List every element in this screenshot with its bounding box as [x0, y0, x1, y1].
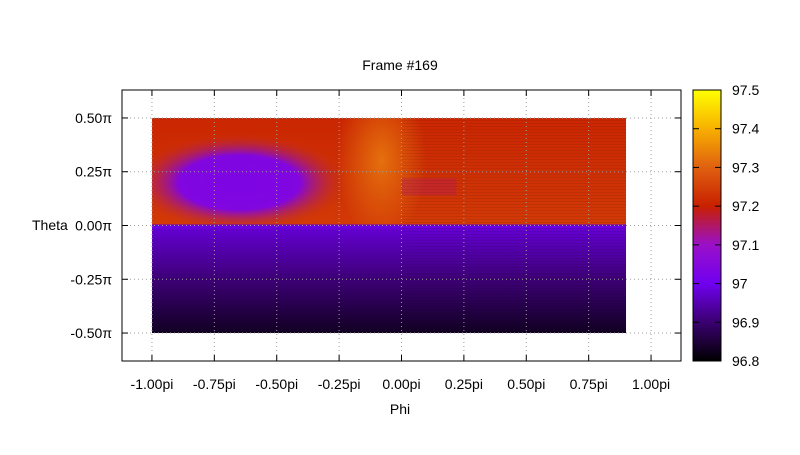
x-tick-label: 0.00pi [382, 376, 420, 392]
colorbar-tick-label: 97 [732, 276, 748, 292]
y-tick-label: -0.25π [70, 271, 112, 287]
x-tick-label: 1.00pi [632, 376, 670, 392]
x-tick-label: -0.75pi [193, 376, 236, 392]
x-tick-label: -0.50pi [255, 376, 298, 392]
colorbar-ticks: 96.8 96.9 97 97.1 97.2 97.3 97.4 97.5 [693, 82, 759, 369]
x-tick-label: 0.75pi [570, 376, 608, 392]
x-axis-label: Phi [390, 401, 410, 417]
heatmap-right-striping [401, 117, 627, 334]
heatmap-cool-blob [151, 133, 350, 232]
colorbar-tick-label: 97.5 [732, 82, 759, 98]
heatmap-equator-band [151, 224, 627, 229]
x-tick-label: -0.25pi [318, 376, 361, 392]
y-tick-label: 0.50π [75, 110, 112, 126]
colorbar-tick-label: 97.4 [732, 121, 759, 137]
y-tick-label: -0.50π [70, 325, 112, 341]
x-tick-label: -1.00pi [131, 376, 174, 392]
y-axis-ticks: 0.50π 0.25π 0.00π -0.25π -0.50π [70, 110, 681, 341]
colorbar [692, 89, 722, 362]
colorbar-tick-label: 96.8 [732, 353, 759, 369]
x-tick-label: 0.25pi [445, 376, 483, 392]
heatmap-surface [151, 117, 627, 334]
x-axis-ticks: -1.00pi -0.75pi -0.50pi -0.25pi 0.00pi 0.25pi… [131, 90, 670, 392]
colorbar-tick-label: 97.3 [732, 159, 759, 175]
chart-title: Frame #169 [362, 57, 438, 73]
y-axis-label: Theta [32, 217, 68, 233]
y-tick-label: 0.25π [75, 164, 112, 180]
colorbar-tick-label: 97.2 [732, 198, 759, 214]
colorbar-tick-label: 97.1 [732, 237, 759, 253]
colorbar-tick-label: 96.9 [732, 314, 759, 330]
x-tick-label: 0.50pi [507, 376, 545, 392]
y-tick-label: 0.00π [75, 218, 112, 234]
